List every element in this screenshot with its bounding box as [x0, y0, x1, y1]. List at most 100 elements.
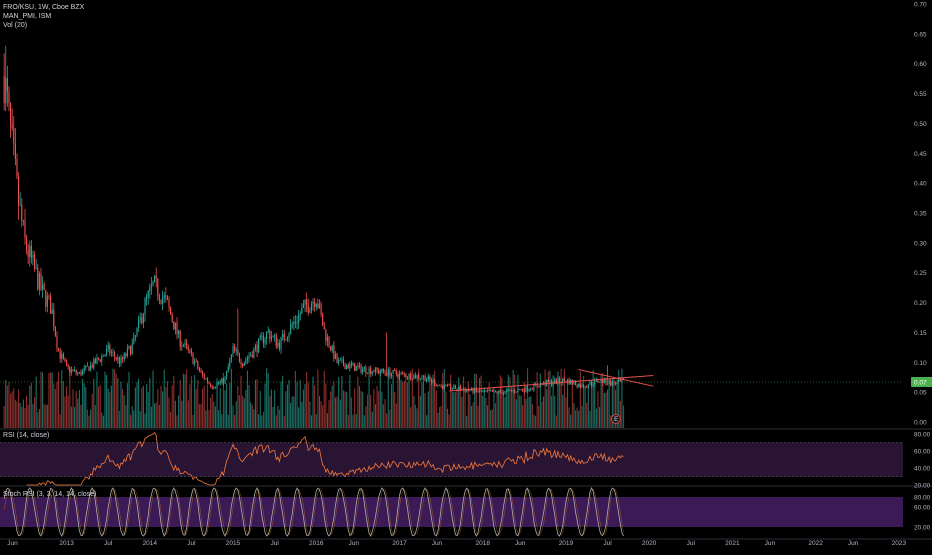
x-tick-label: 2016 [309, 540, 324, 547]
volume-bar [269, 395, 271, 428]
candle-body [26, 238, 28, 251]
volume-bar [405, 375, 407, 428]
candle-body [280, 336, 282, 349]
volume-bar [227, 414, 229, 428]
candle-body [29, 245, 31, 257]
candle-body [34, 254, 36, 269]
candle-body [443, 384, 445, 389]
candle-body [24, 220, 26, 239]
x-tick-label: Jun [348, 540, 359, 547]
candle-body [306, 299, 308, 305]
candle-body [536, 384, 538, 387]
volume-bar [85, 387, 87, 428]
candle-body [82, 370, 84, 376]
volume-bar [467, 381, 469, 428]
candle-body [6, 77, 8, 92]
candle-body [370, 368, 372, 374]
volume-bar [586, 402, 588, 428]
candle-body [232, 346, 234, 355]
volume-bar [123, 395, 125, 428]
candle-body [502, 392, 505, 394]
volume-bar [616, 382, 618, 428]
rsi-y-tick-label: 40.00 [914, 466, 931, 473]
candle-body [102, 355, 104, 357]
candle-body [130, 346, 132, 354]
volume-bar [334, 397, 337, 428]
volume-bar [86, 409, 88, 428]
volume-bar [602, 372, 604, 428]
candle-body [182, 345, 184, 347]
candle-body [171, 314, 173, 322]
volume-bar [197, 379, 199, 428]
volume-bar [80, 404, 82, 428]
volume-bar [213, 401, 215, 428]
x-tick-label: 2022 [808, 540, 823, 547]
volume-bar [64, 396, 66, 428]
volume-bar [355, 414, 357, 428]
volume-bar [187, 400, 189, 428]
volume-bar [296, 381, 298, 428]
candle-body [296, 322, 298, 324]
volume-bar [131, 405, 133, 428]
volume-bar [150, 406, 152, 428]
candle-body [14, 143, 16, 159]
x-tick-label: Jul [687, 540, 696, 547]
candle-body [35, 268, 37, 269]
volume-bar [339, 399, 341, 428]
volume-bar [598, 407, 601, 428]
volume-legend[interactable]: Vol (20) [3, 22, 28, 29]
candle-body [421, 377, 423, 379]
volume-bar [437, 412, 439, 428]
candle-body [125, 353, 127, 357]
volume-bar [610, 415, 612, 428]
volume-bar [477, 405, 479, 428]
volume-bar [438, 407, 441, 428]
volume-bar [389, 409, 391, 428]
candle-body [406, 377, 409, 379]
candle-body [253, 348, 255, 358]
candle-body [402, 372, 404, 374]
volume-bar [202, 388, 204, 428]
candle-body [616, 381, 618, 385]
candle-body [357, 366, 359, 368]
stoch-legend[interactable]: Stoch RSI (3, 3, 14, 14, close) [3, 491, 97, 498]
volume-bar [310, 415, 313, 428]
pmi-legend[interactable]: MAN_PMI, ISM [3, 13, 52, 20]
candle-body [72, 369, 74, 371]
volume-bar [622, 405, 625, 428]
volume-bar [171, 385, 173, 428]
volume-bar [62, 381, 64, 428]
candle-body [610, 380, 612, 386]
volume-bar [386, 413, 388, 428]
x-tick-label: Jun [848, 540, 859, 547]
volume-bar [285, 391, 287, 428]
volume-bar [48, 373, 50, 428]
symbol-legend[interactable]: FRO/KSU, 1W, Cboe BZX [3, 4, 85, 11]
volume-bar [66, 386, 68, 428]
candle-body [608, 380, 610, 385]
rsi-legend[interactable]: RSI (14, close) [3, 432, 50, 439]
candle-body [302, 304, 305, 308]
candle-body [557, 378, 559, 385]
volume-bar [330, 391, 332, 428]
volume-bar [512, 369, 514, 428]
candle-body [142, 314, 144, 324]
candle-body [277, 342, 279, 347]
candle-body [120, 357, 122, 364]
volume-bar [432, 374, 434, 428]
candle-body [123, 353, 125, 360]
candle-body [328, 336, 330, 347]
volume-bar [368, 375, 370, 428]
volume-bar [390, 384, 393, 428]
volume-bar [531, 403, 533, 428]
candle-body [323, 325, 325, 330]
volume-bar [208, 409, 210, 428]
candle-body [46, 296, 48, 307]
y-tick-label: 0.45 [914, 151, 927, 158]
x-tick-label: Jul [104, 540, 113, 547]
candle-body [416, 375, 418, 379]
candle-body [426, 379, 428, 382]
volume-bar [611, 382, 613, 428]
x-tick-label: 2018 [475, 540, 490, 547]
